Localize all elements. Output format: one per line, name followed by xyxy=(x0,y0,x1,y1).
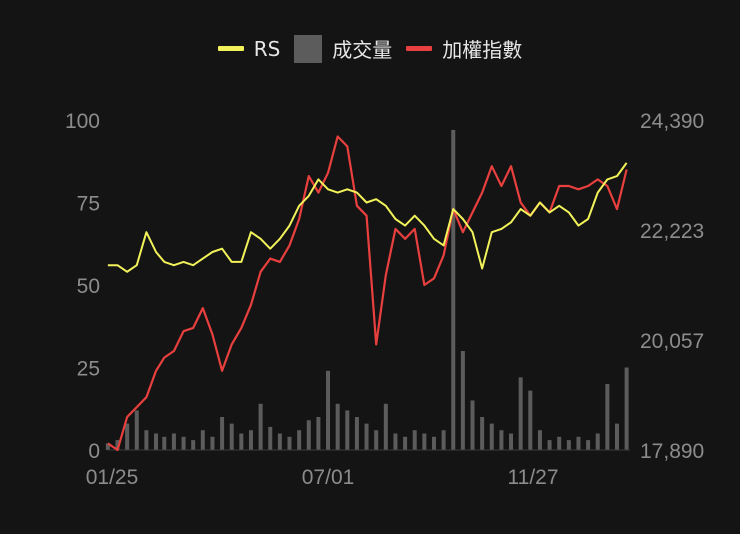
volume-bar xyxy=(431,436,436,450)
volume-bar xyxy=(200,430,205,450)
volume-bar xyxy=(191,440,196,450)
volume-bar xyxy=(441,430,446,450)
volume-bar xyxy=(605,384,610,450)
volume-bar xyxy=(383,403,388,450)
volume-bar xyxy=(480,417,485,450)
volume-bar xyxy=(306,420,311,450)
volume-bar xyxy=(134,410,139,450)
index-swatch xyxy=(406,46,433,51)
volume-bar xyxy=(576,436,581,450)
legend-item-rs[interactable]: RS xyxy=(217,36,281,61)
volume-bar xyxy=(171,433,176,450)
volume-bar xyxy=(268,426,273,450)
volume-bar xyxy=(451,129,456,450)
legend-item-volume[interactable]: 成交量 xyxy=(294,34,392,63)
volume-bar xyxy=(125,423,130,450)
right-tick-label: 22,223 xyxy=(640,220,704,243)
volume-bar xyxy=(557,436,562,450)
volume-bar xyxy=(154,433,159,450)
volume-bar xyxy=(537,430,542,450)
volume-bar xyxy=(229,423,234,450)
volume-bar xyxy=(547,440,552,450)
volume-bar xyxy=(287,436,292,450)
volume-bar xyxy=(509,433,514,450)
volume-bar xyxy=(144,430,149,450)
volume-bar xyxy=(105,443,110,450)
legend: RS 成交量 加權指數 xyxy=(0,34,740,63)
volume-bar xyxy=(566,440,571,450)
volume-bar xyxy=(181,436,186,450)
volume-bar xyxy=(528,390,533,450)
volume-bar xyxy=(239,433,244,450)
left-tick-label: 0 xyxy=(88,440,100,463)
volume-bar xyxy=(364,423,369,450)
rs-line xyxy=(107,162,628,273)
left-tick-label: 25 xyxy=(77,358,100,381)
volume-bar xyxy=(614,423,619,450)
volume-bar xyxy=(162,436,167,450)
right-tick-label: 24,390 xyxy=(640,110,704,133)
x-tick-label: 07/01 xyxy=(302,466,355,489)
volume-bar xyxy=(393,433,398,450)
volume-bar xyxy=(595,433,600,450)
index-line xyxy=(107,135,628,452)
x-tick-label: 01/25 xyxy=(86,466,139,489)
right-tick-label: 17,890 xyxy=(640,440,704,463)
volume-bar xyxy=(412,430,417,450)
volume-bar xyxy=(248,430,253,450)
volume-bar xyxy=(624,367,629,450)
volume-swatch xyxy=(294,34,323,63)
volume-bar xyxy=(345,410,350,450)
left-tick-label: 100 xyxy=(65,110,100,133)
volume-bar xyxy=(403,436,408,450)
volume-bar xyxy=(115,440,120,450)
rs-swatch xyxy=(217,46,244,51)
volume-bar xyxy=(499,430,504,450)
right-tick-label: 20,057 xyxy=(640,330,704,353)
volume-bar xyxy=(297,430,302,450)
volume-bar xyxy=(460,351,465,450)
volume-bar xyxy=(316,417,321,450)
volume-bar xyxy=(374,430,379,450)
volume-bar xyxy=(470,400,475,450)
left-tick-label: 50 xyxy=(77,275,100,298)
volume-bar xyxy=(277,433,282,450)
volume-bar xyxy=(220,417,225,450)
volume-bar xyxy=(335,403,340,450)
volume-bar xyxy=(422,433,427,450)
volume-bar xyxy=(586,440,591,450)
volume-bar xyxy=(210,436,215,450)
x-tick-label: 11/27 xyxy=(508,466,559,489)
legend-item-index[interactable]: 加權指數 xyxy=(406,34,522,63)
legend-label-volume: 成交量 xyxy=(332,38,393,62)
volume-bar xyxy=(326,370,331,450)
legend-label-index: 加權指數 xyxy=(442,38,523,62)
left-tick-label: 75 xyxy=(77,193,100,216)
legend-label-rs: RS xyxy=(253,36,281,61)
volume-bar xyxy=(258,403,263,450)
volume-bar xyxy=(354,417,359,450)
volume-bar xyxy=(489,423,494,450)
volume-bar xyxy=(518,377,523,450)
